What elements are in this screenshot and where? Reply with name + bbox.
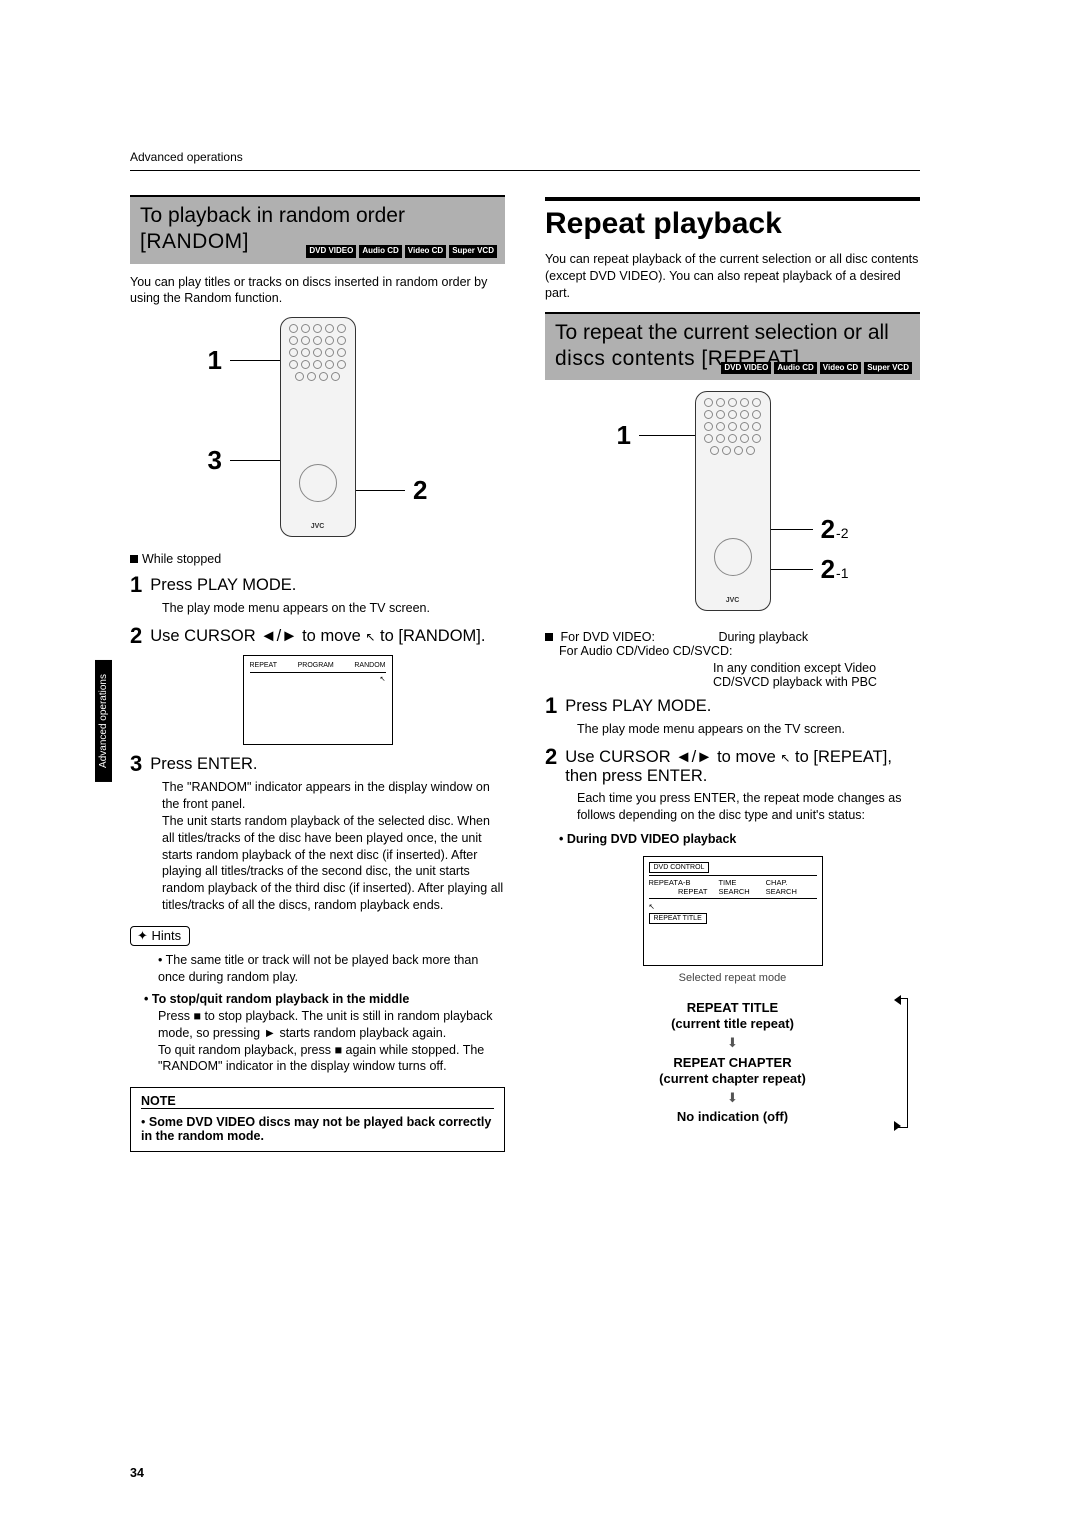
hint-1: • The same title or track will not be pl… [158, 952, 505, 986]
badge: DVD VIDEO [306, 245, 356, 257]
step-num: 1 [130, 574, 142, 596]
callout-1: 1 [208, 345, 290, 376]
ctx-dvd-label: For DVD VIDEO: [560, 630, 654, 644]
callout-num: 3 [208, 445, 222, 476]
menu-selected: REPEAT TITLE [649, 913, 707, 924]
step-1: 1 Press PLAY MODE. [130, 574, 505, 596]
callout-num: 1 [208, 345, 222, 376]
pointer-icon: ↖ [365, 630, 375, 644]
remote-body: JVC [695, 391, 771, 611]
heading-line1: To playback in random order [140, 203, 495, 229]
callout-2-2: 2-2 [759, 514, 849, 545]
step-1: 1 Press PLAY MODE. [545, 695, 920, 717]
stop-quit-body: Press ■ to stop playback. The unit is st… [158, 1008, 505, 1076]
badge: Audio CD [359, 245, 401, 257]
badge: Super VCD [449, 245, 497, 257]
step-text: Press ENTER. [150, 755, 257, 774]
step-num: 1 [545, 695, 557, 717]
step-2: 2 Use CURSOR ◄/► to move ↖ to [RANDOM]. [130, 625, 505, 647]
step-3-desc: The "RANDOM" indicator appears in the di… [162, 779, 505, 914]
selected-mode-caption: Selected repeat mode [545, 972, 920, 984]
hints-tag: ✦ Hints [130, 926, 190, 946]
running-header: Advanced operations [130, 150, 243, 164]
ctx-cd-label: For Audio CD/Video CD/SVCD: [559, 644, 732, 658]
cycle-b-sub: (current chapter repeat) [659, 1071, 806, 1086]
badge: DVD VIDEO [721, 362, 771, 374]
cycle-a: REPEAT TITLE [687, 1000, 778, 1015]
remote-illustration: 1 3 2 JVC [188, 317, 448, 537]
callout-2-1: 2-1 [759, 554, 849, 585]
callout-num: 2 [413, 475, 427, 506]
random-heading: To playback in random order [RANDOM] DVD… [130, 195, 505, 264]
callout-1: 1 [617, 420, 705, 451]
step-3: 3 Press ENTER. [130, 753, 505, 775]
context-block: For DVD VIDEO: During playback For Audio… [545, 630, 920, 689]
badge: Video CD [820, 362, 861, 374]
note-title: NOTE [141, 1094, 494, 1109]
play-mode-menu: REPEAT PROGRAM RANDOM ↖ [243, 655, 393, 745]
right-column: Repeat playback You can repeat playback … [545, 195, 920, 1152]
arrow-down-icon: ⬇ [569, 1090, 896, 1106]
badge: Video CD [405, 245, 446, 257]
step-num: 3 [130, 753, 142, 775]
format-badges: DVD VIDEO Audio CD Video CD Super VCD [306, 245, 497, 257]
page-number: 34 [130, 1466, 144, 1480]
cycle-b: REPEAT CHAPTER [673, 1055, 791, 1070]
menu-tab: REPEAT [250, 662, 278, 669]
remote-illustration: 1 2-2 2-1 JVC [603, 386, 863, 616]
during-dvd-heading: • During DVD VIDEO playback [559, 832, 920, 846]
while-stopped: While stopped [142, 552, 221, 566]
step-1-desc: The play mode menu appears on the TV scr… [162, 600, 505, 617]
repeat-title: Repeat playback [545, 207, 920, 241]
remote-brand: JVC [281, 523, 355, 530]
step-num: 2 [545, 746, 557, 768]
callout-3: 3 [208, 445, 290, 476]
ctx-dvd-value: During playback [718, 630, 808, 644]
side-tab: Advanced operations [95, 660, 112, 782]
menu-tab: CHAP. SEARCH [766, 878, 817, 896]
repeat-heading: To repeat the current selection or all d… [545, 312, 920, 381]
pointer-icon: ↖ [780, 751, 790, 765]
menu-tab: TIME SEARCH [718, 878, 765, 896]
cycle-a-sub: (current title repeat) [671, 1016, 794, 1031]
step-text: Press PLAY MODE. [565, 697, 711, 716]
two-column-layout: Advanced operations To playback in rando… [130, 195, 920, 1152]
arrow-down-icon: ⬇ [569, 1035, 896, 1051]
step-1-desc: The play mode menu appears on the TV scr… [577, 721, 920, 738]
step-2-desc: Each time you press ENTER, the repeat mo… [577, 790, 920, 824]
ctx-cd-value: In any condition except Video CD/SVCD pl… [713, 661, 920, 689]
badge: Audio CD [774, 362, 816, 374]
step-num: 2 [130, 625, 142, 647]
left-column: Advanced operations To playback in rando… [130, 195, 505, 1152]
note-box: NOTE • Some DVD VIDEO discs may not be p… [130, 1087, 505, 1152]
remote-brand: JVC [696, 597, 770, 604]
callout-2: 2 [345, 475, 427, 506]
cycle-c: No indication (off) [677, 1109, 788, 1124]
stop-quit-heading: • To stop/quit random playback in the mi… [144, 992, 505, 1006]
menu-tab: PROGRAM [298, 662, 334, 669]
menu-tab: A-B REPEAT [678, 878, 719, 896]
repeat-cycle: REPEAT TITLE (current title repeat) ⬇ RE… [545, 994, 920, 1132]
menu-tab: RANDOM [354, 662, 385, 669]
menu-tab: REPEAT [649, 878, 678, 896]
dvd-control-menu: DVD CONTROL REPEAT A-B REPEAT TIME SEARC… [643, 856, 823, 966]
repeat-intro: You can repeat playback of the current s… [545, 251, 920, 302]
format-badges: DVD VIDEO Audio CD Video CD Super VCD [721, 362, 912, 374]
menu-top: DVD CONTROL [649, 862, 710, 873]
random-intro: You can play titles or tracks on discs i… [130, 274, 505, 308]
callout-num: 1 [617, 420, 631, 451]
heading-line1: To repeat the current selection or all [555, 320, 910, 346]
header-rule [130, 170, 920, 171]
note-body: Some DVD VIDEO discs may not be played b… [141, 1115, 491, 1143]
step-2: 2 Use CURSOR ◄/► to move ↖ to [REPEAT], … [545, 746, 920, 786]
remote-body: JVC [280, 317, 356, 537]
step-text: Use CURSOR ◄/► to move ↖ to [REPEAT], th… [565, 748, 920, 786]
step-text: Press PLAY MODE. [150, 576, 296, 595]
step-text: Use CURSOR ◄/► to move ↖ to [RANDOM]. [150, 627, 485, 646]
badge: Super VCD [864, 362, 912, 374]
